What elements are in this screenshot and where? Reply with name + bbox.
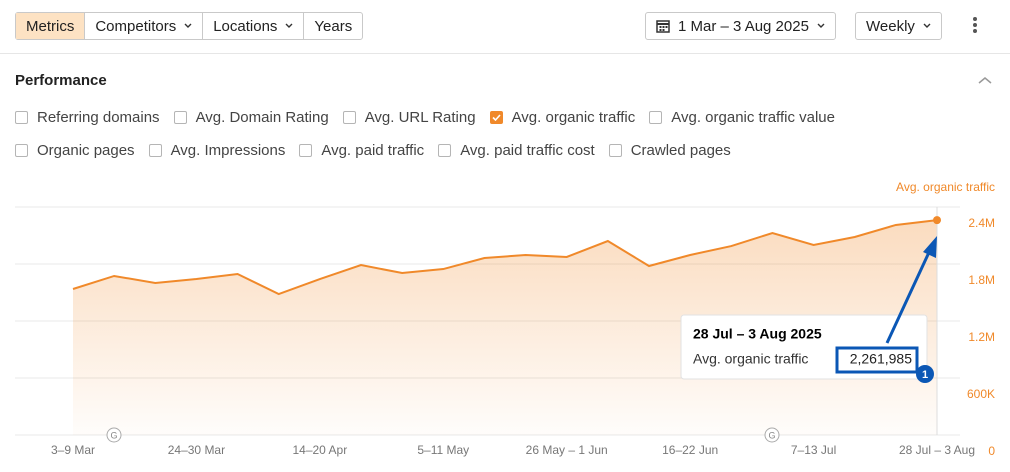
metric-label: Avg. paid traffic cost bbox=[460, 142, 595, 159]
metric-checkbox[interactable]: Referring domains bbox=[15, 109, 160, 126]
tab-label: Metrics bbox=[26, 17, 75, 35]
tab-label: Locations bbox=[213, 17, 278, 35]
x-tick-label: 3–9 Mar bbox=[51, 443, 95, 457]
interval: Weekly bbox=[866, 17, 915, 35]
x-tick-label: 14–20 Apr bbox=[292, 443, 347, 457]
date-picker[interactable]: 1 Mar – 3 Aug 2025 bbox=[645, 12, 836, 40]
tab[interactable]: Locations bbox=[202, 13, 303, 39]
more-menu[interactable] bbox=[970, 16, 980, 34]
x-tick-label: 28 Jul – 3 Aug bbox=[899, 443, 975, 457]
tooltip bbox=[680, 314, 928, 380]
tooltip-title: 28 Jul – 3 Aug 2025 bbox=[693, 326, 822, 342]
checkbox bbox=[489, 111, 503, 124]
metric-checkbox[interactable]: Avg. paid traffic cost bbox=[438, 142, 595, 159]
metric-checkbox[interactable]: Avg. Domain Rating bbox=[173, 109, 329, 126]
line bbox=[72, 219, 938, 296]
divider bbox=[0, 53, 1010, 54]
badge bbox=[916, 365, 934, 383]
area bbox=[73, 220, 937, 435]
x-tick-label: 7–13 Jul bbox=[791, 443, 836, 457]
y-tick-label: 1.8M bbox=[968, 273, 995, 287]
tab[interactable]: Competitors bbox=[84, 13, 202, 39]
metric-label: Avg. organic traffic value bbox=[671, 109, 835, 126]
metric-row: Referring domains Avg. Domain Rating Avg. … bbox=[15, 109, 835, 126]
checkbox bbox=[608, 144, 622, 157]
tooltip-series: Avg. organic traffic bbox=[693, 351, 808, 367]
x-tick-label: 5–11 May bbox=[417, 443, 469, 457]
tab-label: Competitors bbox=[95, 17, 177, 35]
check-icon bbox=[492, 114, 501, 121]
axis-title: Avg. organic traffic bbox=[896, 180, 995, 194]
checkbox bbox=[148, 144, 162, 157]
date-range: 1 Mar – 3 Aug 2025 bbox=[678, 17, 809, 35]
y-tick-label: 600K bbox=[967, 387, 995, 401]
event-marker bbox=[764, 427, 780, 443]
metric-label: Avg. Domain Rating bbox=[195, 109, 329, 126]
metric-label: Avg. organic traffic bbox=[511, 109, 636, 126]
calendar-icon bbox=[656, 20, 670, 33]
checkbox bbox=[15, 144, 28, 157]
metric-label: Avg. paid traffic bbox=[321, 142, 425, 159]
metric-checkbox[interactable]: Organic pages bbox=[15, 142, 135, 159]
collapse-button[interactable] bbox=[978, 76, 992, 85]
metric-checkbox[interactable]: Avg. organic traffic bbox=[489, 109, 636, 126]
badge-label: 1 bbox=[922, 369, 928, 381]
chevron bbox=[923, 23, 931, 28]
tab[interactable]: Metrics bbox=[16, 13, 85, 39]
chevron bbox=[184, 23, 192, 28]
checkbox bbox=[342, 111, 356, 124]
metric-label: Avg. URL Rating bbox=[364, 109, 476, 126]
metric-label: Avg. Impressions bbox=[170, 142, 286, 159]
x-tick-label: 26 May – 1 Jun bbox=[526, 443, 608, 457]
chevron bbox=[817, 23, 825, 28]
tooltip-value: 2,261,985 bbox=[850, 351, 912, 367]
point bbox=[933, 216, 941, 225]
y-tick-label: 1.2M bbox=[968, 330, 995, 344]
section-title: Performance bbox=[15, 72, 107, 89]
checkbox bbox=[438, 144, 452, 157]
checkbox bbox=[15, 111, 28, 124]
interval-select[interactable]: Weekly bbox=[855, 12, 942, 40]
metric-row: Organic pages Avg. Impressions Avg. paid t… bbox=[15, 142, 731, 159]
tab-label: Years bbox=[314, 17, 353, 35]
x-tick-label: 16–22 Jun bbox=[662, 443, 718, 457]
checkbox bbox=[649, 111, 663, 124]
metric-checkbox[interactable]: Avg. Impressions bbox=[148, 142, 286, 159]
metric-checkbox[interactable]: Avg. organic traffic value bbox=[649, 109, 835, 126]
metric-checkbox[interactable]: Avg. URL Rating bbox=[342, 109, 476, 126]
metric-label: Referring domains bbox=[37, 109, 160, 126]
chevron bbox=[285, 23, 293, 28]
y-tick-label: 0 bbox=[988, 444, 995, 458]
metric-checkbox[interactable]: Avg. paid traffic bbox=[299, 142, 424, 159]
highlight-box bbox=[835, 346, 919, 374]
arrow-head bbox=[923, 236, 937, 258]
checkbox bbox=[299, 144, 313, 157]
y-tick-label: 2.4M bbox=[968, 216, 995, 230]
tab-group: Metrics Competitors Locations Years bbox=[15, 12, 364, 40]
metric-label: Crawled pages bbox=[630, 142, 731, 159]
metric-label: Organic pages bbox=[37, 142, 135, 159]
x-tick-label: 24–30 Mar bbox=[168, 443, 225, 457]
checkbox bbox=[173, 111, 187, 124]
event-marker-label: G bbox=[768, 430, 775, 440]
tab[interactable]: Years bbox=[303, 13, 362, 39]
event-marker bbox=[106, 427, 122, 443]
arrow bbox=[885, 247, 933, 344]
metric-checkbox[interactable]: Crawled pages bbox=[608, 142, 731, 159]
event-marker-label: G bbox=[110, 430, 117, 440]
